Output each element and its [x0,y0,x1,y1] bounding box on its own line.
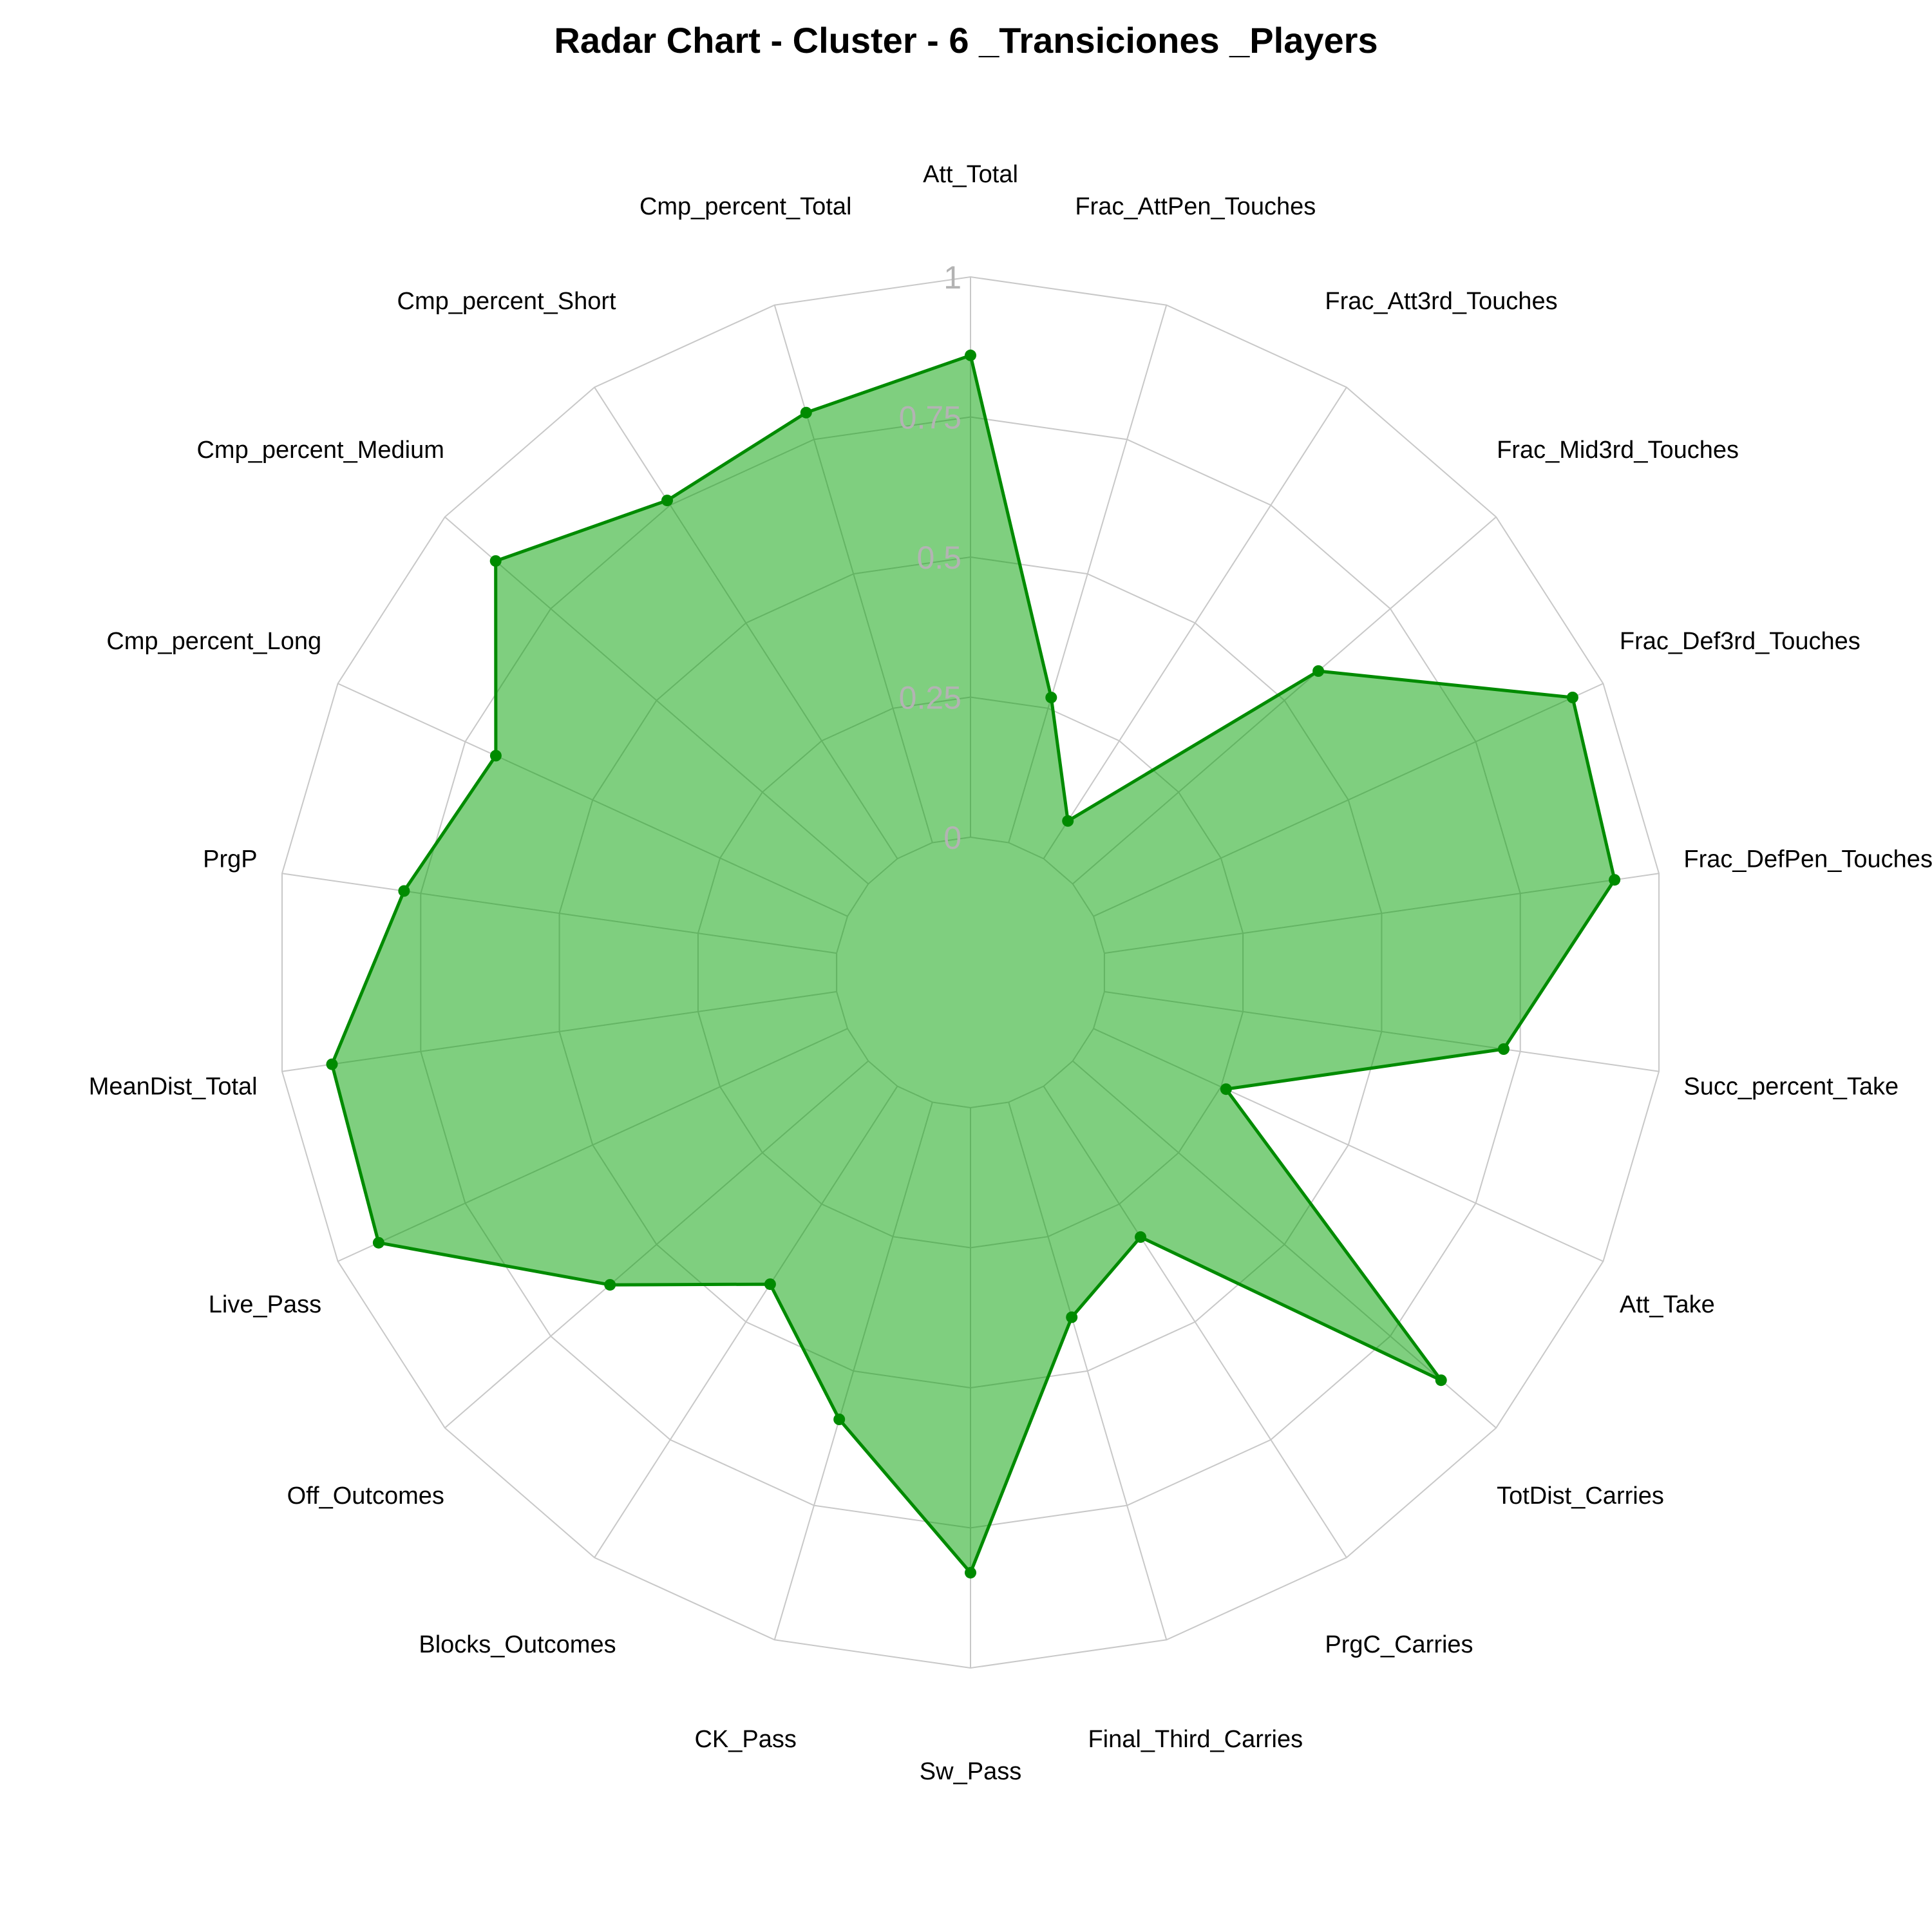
axis-label: Att_Total [923,161,1018,188]
axis-label: Final_Third_Carries [1088,1726,1303,1753]
data-point [326,1058,338,1070]
radial-tick-label: 1 [943,260,961,296]
data-point [1435,1374,1447,1387]
radial-tick-label: 0 [943,820,961,856]
data-point [965,349,976,361]
axis-label: Att_Take [1620,1291,1715,1318]
data-point [1497,1043,1510,1055]
radial-tick-label: 0.5 [916,540,961,576]
axis-label: Frac_AttPen_Touches [1075,193,1316,220]
axis-label: Cmp_percent_Medium [196,437,444,464]
axis-label: Live_Pass [209,1291,321,1318]
data-point [489,555,502,567]
data-point [1045,692,1057,704]
axis-label: Cmp_percent_Total [639,193,852,220]
axis-labels: Att_Total Frac_AttPen_Touches Frac_Att3rd_… [89,161,1932,1785]
axis-label: Blocks_Outcomes [419,1631,616,1658]
data-point [1066,1311,1078,1323]
axis-label: PrgP [203,846,257,873]
axis-label: MeanDist_Total [89,1074,258,1101]
axis-label: Frac_Mid3rd_Touches [1497,437,1739,464]
data-point [661,495,673,507]
data-point [1135,1231,1146,1243]
data-point [1566,692,1578,703]
data-point [1609,874,1621,886]
axis-label: Frac_Att3rd_Touches [1325,288,1557,315]
data-point [833,1414,846,1425]
data-point [800,406,812,419]
radial-tick-label: 0.75 [899,400,961,436]
data-point [604,1279,616,1291]
axis-label: Frac_DefPen_Touches [1683,846,1932,873]
axis-label: Cmp_percent_Short [397,288,617,315]
axis-label: Sw_Pass [920,1758,1021,1785]
axis-label: Succ_percent_Take [1683,1074,1899,1101]
data-point [764,1278,776,1291]
data-point [1312,665,1325,677]
chart-title: Radar Chart - Cluster - 6 _Transiciones … [554,20,1378,61]
axis-label: Cmp_percent_Long [106,628,321,655]
radial-tick-label: 0.25 [899,680,961,716]
series-area [332,355,1615,1573]
data-point [398,885,410,897]
data-point [489,750,502,762]
data-point [1220,1083,1232,1095]
data-series [326,349,1621,1579]
data-point [372,1236,384,1249]
axis-label: Off_Outcomes [287,1482,444,1510]
axis-label: Frac_Def3rd_Touches [1620,628,1861,655]
axis-label: PrgC_Carries [1325,1631,1473,1658]
data-point [1062,815,1074,827]
axis-label: TotDist_Carries [1497,1482,1664,1510]
radial-tick-labels: 0 0.25 0.5 0.75 1 [899,260,961,856]
data-point [965,1567,976,1579]
axis-label: CK_Pass [694,1726,796,1753]
grid-spoke [1043,386,1347,859]
